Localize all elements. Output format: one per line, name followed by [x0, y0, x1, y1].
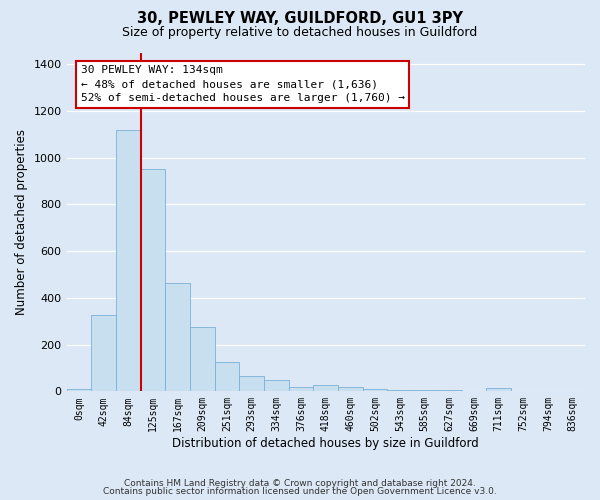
Y-axis label: Number of detached properties: Number of detached properties [15, 129, 28, 315]
Bar [239, 376, 264, 392]
Text: 30 PEWLEY WAY: 134sqm
← 48% of detached houses are smaller (1,636)
52% of semi-d: 30 PEWLEY WAY: 134sqm ← 48% of detached … [81, 66, 405, 104]
Bar [388, 390, 412, 392]
Bar [289, 386, 313, 392]
Text: Contains HM Land Registry data © Crown copyright and database right 2024.: Contains HM Land Registry data © Crown c… [124, 478, 476, 488]
Text: Contains public sector information licensed under the Open Government Licence v3: Contains public sector information licen… [103, 487, 497, 496]
Bar [338, 386, 363, 392]
Bar [140, 170, 165, 392]
Bar [116, 130, 140, 392]
Bar [190, 327, 215, 392]
Text: Size of property relative to detached houses in Guildford: Size of property relative to detached ho… [122, 26, 478, 39]
Text: 30, PEWLEY WAY, GUILDFORD, GU1 3PY: 30, PEWLEY WAY, GUILDFORD, GU1 3PY [137, 11, 463, 26]
Bar [67, 389, 91, 392]
Bar [363, 389, 388, 392]
Bar [215, 362, 239, 392]
Bar [91, 314, 116, 392]
Bar [313, 386, 338, 392]
Bar [412, 390, 437, 392]
X-axis label: Distribution of detached houses by size in Guildford: Distribution of detached houses by size … [172, 437, 479, 450]
Bar [165, 282, 190, 392]
Bar [486, 388, 511, 392]
Bar [437, 390, 461, 392]
Bar [264, 380, 289, 392]
